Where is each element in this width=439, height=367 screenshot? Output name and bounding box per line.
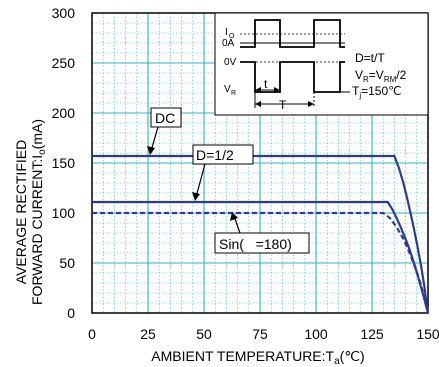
inset-voltage-waveform bbox=[240, 61, 345, 93]
x-axis-ticks: 0 25 50 75 100 125 150 bbox=[88, 326, 439, 342]
y-tick-label: 150 bbox=[52, 155, 76, 171]
inset-eq-tj-sub: j bbox=[358, 91, 361, 100]
y-tick-label: 50 bbox=[59, 255, 75, 271]
x-tick-label: 125 bbox=[360, 326, 384, 342]
annotation-duty: D=1/2 bbox=[192, 144, 254, 201]
y-tick-label: 300 bbox=[52, 5, 76, 21]
y-axis-label-line2: FORWARD CURRENT:Io(mA) bbox=[29, 119, 48, 305]
inset-eq-vr-a-sub: R bbox=[363, 75, 369, 84]
y-axis-label-line1: AVERAGE RECTIFIED bbox=[13, 140, 29, 284]
series-line-0 bbox=[92, 154, 430, 314]
x-tick-label: 150 bbox=[416, 326, 439, 342]
series-group bbox=[92, 154, 430, 314]
inset-eq-vr-b-sub: RM bbox=[384, 75, 397, 84]
y-tick-label: 0 bbox=[67, 305, 75, 321]
inset-T-arrowhead-right bbox=[308, 101, 314, 107]
y-tick-label: 100 bbox=[52, 205, 76, 221]
annotation-duty-arrow bbox=[195, 163, 206, 198]
inset-eq-tj: Tj=150℃ bbox=[352, 84, 402, 100]
inset-eq-vr-a: V bbox=[355, 68, 363, 82]
y-axis-label-sub: o bbox=[37, 149, 48, 155]
x-tick-label: 100 bbox=[304, 326, 328, 342]
y-axis-label-main: FORWARD CURRENT:I bbox=[29, 155, 45, 305]
annotation-duty-arrowhead bbox=[192, 192, 200, 201]
x-tick-label: 75 bbox=[252, 326, 268, 342]
x-axis-label-sub: a bbox=[334, 356, 340, 367]
annotation-dc-arrowhead bbox=[147, 146, 155, 155]
inset-eq-duty: D=t/T bbox=[355, 51, 385, 65]
waveform-inset: I O 0A 0V V R t T D=t/T VR=VRM/2 Tj=150℃ bbox=[214, 12, 429, 116]
y-axis-label: AVERAGE RECTIFIED FORWARD CURRENT:Io(mA) bbox=[13, 119, 48, 305]
x-tick-label: 0 bbox=[88, 326, 96, 342]
y-axis-label-unit: (mA) bbox=[29, 119, 45, 149]
annotation-sin: Sin( =180) bbox=[214, 212, 310, 254]
inset-t-arrowhead-right bbox=[274, 87, 280, 93]
annotation-dc: DC bbox=[147, 107, 182, 155]
x-axis-label-main: AMBIENT TEMPERATURE:T bbox=[151, 348, 334, 364]
annotation-sin-arrowhead bbox=[230, 212, 238, 221]
inset-zero-a: 0A bbox=[222, 38, 235, 49]
inset-t-label: t bbox=[264, 77, 268, 91]
annotation-dc-arrow bbox=[150, 126, 159, 152]
inset-vr-sub: R bbox=[231, 90, 236, 97]
x-axis-label: AMBIENT TEMPERATURE:Ta(℃) bbox=[151, 348, 364, 367]
inset-eq-tj-b: =150℃ bbox=[361, 84, 402, 98]
y-axis-ticks: 0 50 100 150 200 250 300 bbox=[52, 5, 76, 321]
inset-eq-vr-b: =V bbox=[369, 68, 384, 82]
inset-eq-vr-c: /2 bbox=[396, 68, 406, 82]
x-axis-label-unit: (℃) bbox=[340, 348, 365, 364]
annotation-sin-box bbox=[214, 232, 310, 254]
inset-T-arrowhead-left bbox=[255, 101, 261, 107]
x-tick-label: 25 bbox=[140, 326, 156, 342]
inset-t-arrowhead-left bbox=[255, 87, 261, 93]
annotation-duty-text: D=1/2 bbox=[196, 147, 234, 163]
annotation-dc-text: DC bbox=[155, 110, 175, 126]
x-tick-label: 50 bbox=[196, 326, 212, 342]
inset-frame bbox=[214, 12, 429, 116]
inset-io-sub: O bbox=[229, 33, 235, 40]
annotation-sin-text: Sin( =180) bbox=[219, 236, 292, 252]
inset-eq-vr: VR=VRM/2 bbox=[355, 68, 407, 84]
inset-current-waveform bbox=[240, 19, 345, 48]
y-tick-label: 250 bbox=[52, 55, 76, 71]
series-line-2 bbox=[92, 211, 430, 314]
inset-zero-v: 0V bbox=[224, 57, 237, 68]
annotation-duty-box bbox=[192, 144, 254, 165]
inset-io-label: I bbox=[225, 27, 228, 38]
inset-T-label: T bbox=[279, 98, 287, 112]
inset-vr-label: V bbox=[224, 84, 231, 95]
annotation-dc-box bbox=[150, 107, 182, 128]
y-tick-label: 200 bbox=[52, 105, 76, 121]
inset-eq-tj-a: T bbox=[352, 84, 360, 98]
